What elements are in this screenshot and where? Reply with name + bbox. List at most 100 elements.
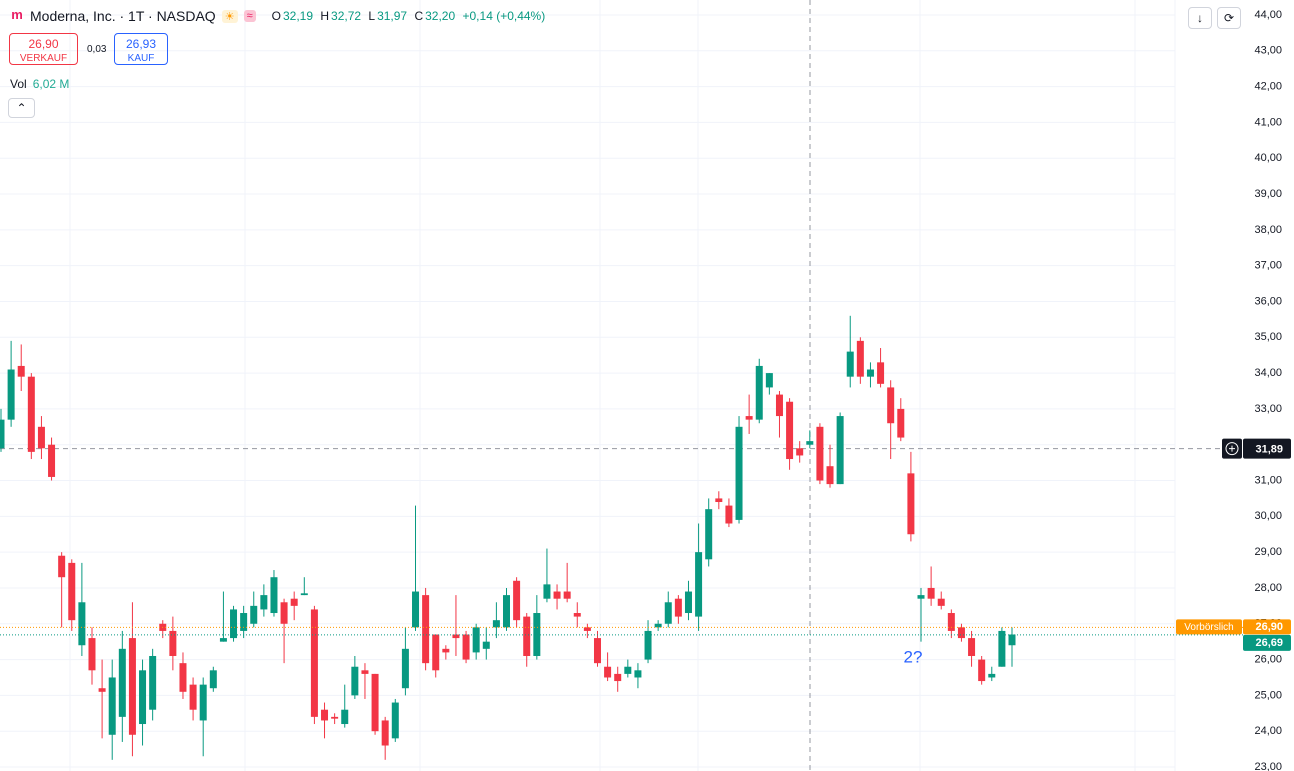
candle-body <box>381 720 389 746</box>
candle-body <box>725 505 733 524</box>
legend-value: 31,97 <box>377 9 408 23</box>
candle-body <box>27 376 35 452</box>
candle-body <box>978 659 986 682</box>
candle-body <box>290 598 298 606</box>
candle-body <box>988 673 996 678</box>
candle-body <box>17 365 25 377</box>
candle-body <box>856 340 864 377</box>
candle-body <box>310 609 318 717</box>
candle-body <box>169 630 177 656</box>
y-tick-label: 34,00 <box>1254 367 1282 379</box>
y-tick-label: 29,00 <box>1254 546 1282 558</box>
candle-body <box>452 634 460 639</box>
candle-body <box>78 602 86 646</box>
y-tick-label: 30,00 <box>1254 510 1282 522</box>
data-icon[interactable]: ≈ <box>243 10 256 22</box>
sell-button[interactable]: 26,90 VERKAUF <box>9 33 78 65</box>
buy-button[interactable]: 26,93 KAUF <box>114 33 168 65</box>
candle-body <box>968 638 976 656</box>
y-tick-label: 25,00 <box>1254 689 1282 701</box>
candle-body <box>593 638 601 664</box>
legend-label: L <box>368 9 376 23</box>
sell-price: 26,90 <box>28 37 59 51</box>
candle-body <box>937 598 945 606</box>
y-tick-label: 38,00 <box>1254 224 1282 236</box>
candle-body <box>492 620 500 628</box>
candle-body <box>907 473 915 535</box>
candle-body <box>654 623 662 628</box>
header: m Moderna, Inc. · 1T · NASDAQ ☀ ≈ O 32,19… <box>10 8 545 24</box>
candle-body <box>108 677 116 735</box>
session-icon[interactable]: ☀ <box>221 9 238 23</box>
y-tick-label: 43,00 <box>1254 45 1282 57</box>
candle-body <box>442 648 450 653</box>
candle-body <box>674 598 682 617</box>
add-alert-icon <box>1225 442 1239 456</box>
candle-body <box>705 509 713 560</box>
candle-body <box>432 634 440 671</box>
candle-body <box>139 670 147 725</box>
candle-body <box>745 416 753 420</box>
candle-body <box>341 709 349 725</box>
candle-body <box>128 638 136 735</box>
refresh-button[interactable]: ⟳ <box>1217 7 1241 29</box>
symbol-title[interactable]: Moderna, Inc. · 1T · NASDAQ <box>30 8 216 24</box>
candle-body <box>664 602 672 624</box>
candle-body <box>240 613 248 631</box>
premarket-name: Vorbörslich <box>1184 622 1233 633</box>
last-price-tag <box>1243 634 1291 651</box>
candle-body <box>199 684 207 721</box>
candle-body <box>877 362 885 384</box>
y-tick-label: 24,00 <box>1254 725 1282 737</box>
candle-body <box>219 638 227 642</box>
candle-body <box>604 666 612 678</box>
legend-label: C <box>414 9 424 23</box>
candle-body <box>947 613 955 631</box>
volume-label: Vol <box>10 77 27 91</box>
candle-body <box>179 663 187 692</box>
y-tick-label: 44,00 <box>1254 9 1282 21</box>
candle-body <box>735 426 743 520</box>
candle-body <box>260 595 268 610</box>
candle-body <box>513 580 521 621</box>
y-tick-label: 39,00 <box>1254 188 1282 200</box>
candle-body <box>887 387 895 424</box>
candle-body <box>503 595 510 628</box>
add-alert-plus <box>1229 445 1235 452</box>
candle-body <box>118 648 126 717</box>
y-tick-label: 23,00 <box>1254 761 1282 771</box>
candle-body <box>482 641 490 649</box>
crosshair-price: 31,89 <box>1255 444 1283 456</box>
volume-legend: Vol 6,02 M <box>10 77 69 91</box>
candle-body <box>98 688 106 692</box>
candle-body <box>149 655 157 710</box>
download-button[interactable]: ↓ <box>1188 7 1212 29</box>
y-tick-label: 26,00 <box>1254 653 1282 665</box>
candle-body <box>775 394 783 417</box>
sell-label: VERKAUF <box>19 53 68 64</box>
candle-body <box>189 684 197 710</box>
candle-body <box>37 426 45 449</box>
candle-body <box>695 552 703 617</box>
candle-body <box>614 673 622 682</box>
legend-label: O <box>271 9 281 23</box>
candle-body <box>280 602 288 624</box>
candle-body <box>1008 634 1016 646</box>
last-price: 26,69 <box>1255 637 1283 649</box>
collapse-button[interactable]: ⌃ <box>8 98 35 118</box>
annotation: 2? <box>904 647 923 666</box>
legend-change: +0,14 (+0,44%) <box>462 9 546 23</box>
background-layer <box>0 0 1222 771</box>
candle-body <box>230 609 238 639</box>
candle-body <box>634 670 642 678</box>
candle-body <box>412 591 420 628</box>
candle-body <box>68 562 76 621</box>
candle-body <box>816 426 824 481</box>
candle-body <box>270 577 278 614</box>
premarket-tag <box>1243 619 1291 635</box>
candle-body <box>7 369 15 420</box>
crosshair-tag <box>1243 438 1291 459</box>
buy-price: 26,93 <box>125 37 157 51</box>
candle-body <box>563 591 571 599</box>
